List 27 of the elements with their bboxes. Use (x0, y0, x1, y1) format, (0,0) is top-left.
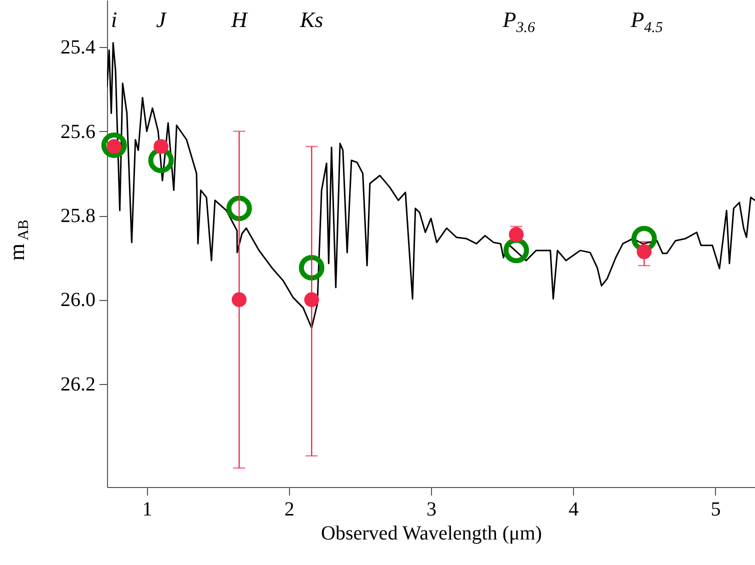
point (631, 226, 657, 252)
y-tick-label: 25.6 (60, 120, 96, 143)
point (304, 292, 320, 308)
x-tick-label: 3 (426, 498, 436, 520)
line-series (107, 42, 755, 329)
y-tick-label: 25.4 (60, 36, 96, 59)
point (154, 139, 168, 154)
x-tick-label: 1 (142, 498, 152, 520)
point (298, 254, 324, 280)
annotation: H (230, 7, 248, 32)
annotation: Ks (299, 7, 324, 32)
point (226, 196, 252, 222)
point (232, 292, 247, 308)
x-axis-title: Observed Wavelength (μm) (321, 522, 542, 544)
point (504, 238, 530, 264)
point (636, 244, 652, 260)
x-tick-label: 5 (710, 498, 721, 520)
y-tick-label: 26.0 (60, 289, 96, 312)
y-tick-label: 26.2 (60, 373, 96, 396)
annotation: J (156, 7, 168, 32)
point (101, 132, 127, 158)
x-tick-label: 4 (568, 498, 579, 520)
annotation: i (111, 7, 118, 32)
point (148, 148, 174, 174)
y-tick-label: 25.8 (60, 205, 96, 228)
x-tick-label: 2 (284, 498, 294, 520)
y-axis-title: mAB (4, 220, 32, 261)
